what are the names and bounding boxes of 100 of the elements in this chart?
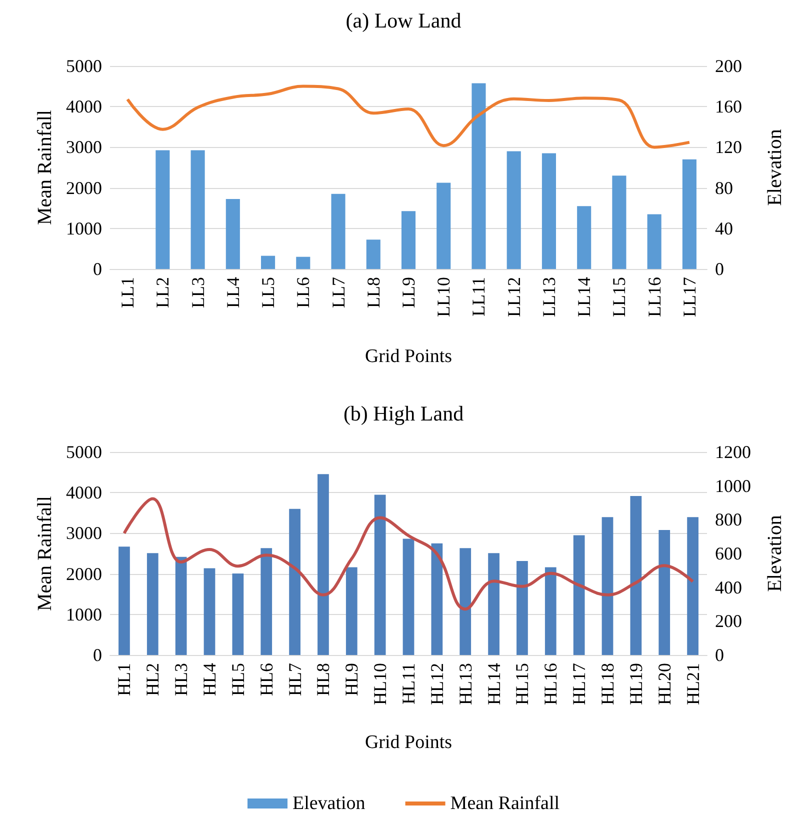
bar (687, 517, 698, 655)
bar (460, 548, 472, 655)
y-tick-label: 1000 (66, 604, 102, 624)
bar (226, 198, 240, 269)
x-tick-label: LL14 (574, 277, 594, 317)
x-tick-label: LL5 (258, 277, 278, 308)
bar (232, 573, 244, 655)
y2-tick-label: 600 (715, 544, 742, 564)
y2-tick-label: 1200 (715, 442, 751, 462)
x-tick-label: HL16 (540, 663, 561, 705)
x-tick-label: HL19 (626, 663, 646, 705)
bar (296, 256, 310, 269)
x-tick-label: HL17 (569, 663, 590, 705)
y2-tick-label: 40 (715, 218, 733, 238)
bar (261, 256, 276, 269)
x-tick-label: HL2 (142, 663, 163, 696)
x-tick-label: HL7 (284, 663, 305, 696)
legend-label: Mean Rainfall (450, 793, 560, 814)
bar (577, 206, 592, 269)
bar (366, 240, 380, 269)
x-tick-label: LL17 (679, 277, 700, 317)
y-axis-title: Mean Rainfall (34, 496, 56, 611)
line-series (126, 84, 691, 149)
y2-tick-label: 400 (715, 577, 742, 598)
bar (146, 553, 158, 655)
bar (612, 176, 626, 269)
chart-title: (b) High Land (343, 402, 464, 426)
x-axis-title: Grid Points (364, 346, 452, 367)
x-axis-title: Grid Points (364, 732, 452, 753)
y-tick-label: 1000 (66, 218, 102, 238)
y2-tick-label: 0 (715, 645, 724, 665)
bar (190, 150, 205, 269)
bar (506, 151, 521, 269)
bar (488, 553, 500, 655)
bar (472, 83, 486, 269)
y2-tick-label: 1000 (715, 476, 751, 496)
y-tick-label: 0 (93, 645, 102, 665)
x-tick-label: LL7 (328, 277, 348, 308)
y2-tick-label: 800 (715, 510, 742, 530)
line-series (122, 497, 694, 611)
x-tick-label: HL4 (200, 663, 220, 696)
x-tick-label: HL20 (654, 663, 674, 705)
y-tick-label: 2000 (66, 178, 102, 198)
bar (175, 556, 187, 655)
x-tick-label: HL8 (313, 663, 334, 696)
y-tick-label: 5000 (66, 442, 102, 462)
y2-tick-label: 160 (715, 96, 742, 117)
y-tick-label: 4000 (66, 482, 102, 503)
x-tick-label: LL11 (468, 277, 489, 316)
chart-title: (a) Low Land (346, 8, 462, 32)
y-tick-label: 5000 (66, 56, 102, 76)
x-tick-label: LL16 (644, 277, 664, 317)
y2-tick-label: 80 (715, 178, 733, 198)
x-tick-label: LL8 (363, 277, 384, 308)
y-tick-label: 0 (93, 259, 102, 279)
y2-tick-label: 200 (715, 56, 742, 76)
bar (658, 530, 670, 655)
x-tick-label: HL10 (370, 663, 390, 705)
bar (544, 567, 556, 655)
bar (331, 194, 346, 269)
x-tick-label: HL5 (228, 663, 248, 696)
y-axis-title: Mean Rainfall (34, 110, 56, 225)
bar (204, 568, 216, 655)
x-tick-label: HL21 (682, 663, 703, 705)
bar (682, 159, 696, 269)
bar (318, 474, 329, 655)
y-tick-label: 3000 (66, 523, 102, 544)
x-tick-label: HL12 (426, 663, 447, 705)
x-tick-label: HL1 (114, 663, 134, 696)
bar (118, 546, 130, 655)
bar (436, 182, 451, 269)
bar (401, 211, 416, 269)
bar (573, 535, 585, 655)
x-tick-label: HL18 (598, 663, 618, 705)
x-tick-label: LL2 (152, 277, 173, 308)
x-tick-label: HL14 (484, 663, 504, 705)
x-tick-label: HL11 (398, 663, 418, 704)
bar (602, 517, 614, 655)
x-tick-label: LL6 (293, 277, 314, 308)
bar (431, 543, 443, 655)
y2-tick-label: 200 (715, 611, 742, 632)
bar (260, 548, 272, 655)
x-tick-label: HL13 (455, 663, 476, 705)
x-tick-label: HL9 (342, 663, 362, 696)
x-tick-label: LL15 (609, 277, 630, 317)
x-tick-label: LL3 (188, 277, 208, 308)
bar (156, 150, 170, 269)
x-tick-label: LL4 (222, 277, 243, 308)
y-tick-label: 4000 (66, 96, 102, 117)
x-tick-label: LL12 (504, 277, 524, 317)
bar (647, 214, 662, 269)
y2-axis-title: Elevation (764, 515, 786, 592)
y-tick-label: 3000 (66, 137, 102, 158)
bar (346, 567, 358, 655)
x-tick-label: LL10 (434, 277, 454, 317)
y-tick-label: 2000 (66, 564, 102, 584)
x-tick-label: HL15 (512, 663, 532, 705)
bar (402, 538, 414, 655)
x-tick-label: LL9 (398, 277, 418, 308)
x-tick-label: HL6 (256, 663, 276, 696)
